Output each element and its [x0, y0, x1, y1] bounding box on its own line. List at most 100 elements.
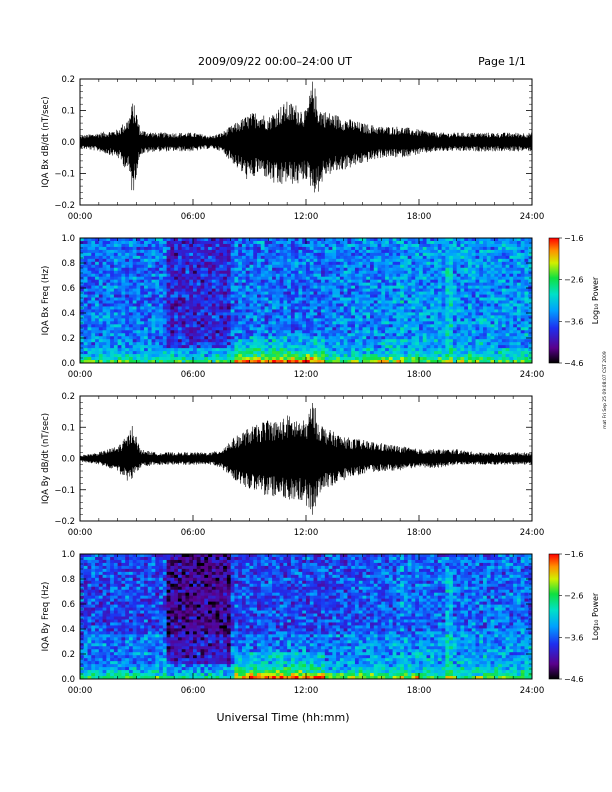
spectrogram-cell	[185, 309, 190, 313]
spectrogram-cell	[204, 297, 209, 301]
spectrogram-cell	[230, 330, 235, 334]
spectrogram-cell	[230, 342, 235, 346]
spectrogram-cell	[351, 339, 356, 343]
spectrogram-cell	[136, 291, 141, 295]
spectrogram-cell	[260, 258, 265, 263]
spectrogram-cell	[80, 360, 85, 364]
spectrogram-cell	[317, 264, 322, 269]
spectrogram-cell	[467, 282, 473, 287]
spectrogram-cell	[339, 294, 345, 298]
spectrogram-cell	[136, 276, 141, 281]
spectrogram-cell	[456, 243, 461, 248]
spectrogram-cell	[102, 327, 107, 331]
spectrogram-cell	[362, 246, 367, 251]
spectrogram-cell	[208, 351, 213, 355]
spectrogram-cell	[513, 351, 518, 355]
spectrogram-cell	[309, 315, 314, 319]
spectrogram-cell	[464, 282, 469, 287]
spectrogram-cell	[411, 249, 416, 254]
spectrogram-cell	[268, 306, 273, 310]
spectrogram-cell	[208, 336, 213, 340]
spectrogram-cell	[430, 238, 435, 242]
spectrogram-cell	[238, 249, 243, 254]
spectrogram-cell	[358, 243, 363, 248]
spectrogram-cell	[260, 315, 265, 319]
spectrogram-cell	[91, 360, 96, 364]
spectrogram-cell	[257, 327, 262, 331]
spectrogram-cell	[309, 288, 314, 292]
spectrogram-cell	[347, 303, 352, 307]
spectrogram-cell	[430, 309, 435, 313]
spectrogram-cell	[430, 297, 435, 301]
spectrogram-cell	[208, 321, 213, 325]
spectrogram-cell	[245, 273, 250, 278]
spectrogram-cell	[392, 252, 397, 257]
spectrogram-cell	[189, 294, 194, 298]
spectrogram-cell	[445, 252, 450, 257]
spectrogram-cell	[106, 357, 111, 361]
spectrogram-cell	[362, 345, 367, 349]
spectrogram-cell	[91, 288, 96, 292]
spectrogram-cell	[385, 360, 390, 364]
spectrogram-cell	[166, 270, 171, 275]
spectrogram-cell	[170, 348, 175, 352]
spectrogram-cell	[452, 357, 458, 361]
spectrogram-cell	[434, 270, 439, 275]
spectrogram-cell	[140, 354, 145, 358]
spectrogram-cell	[174, 261, 179, 266]
spectrogram-cell	[91, 318, 96, 322]
spectrogram-cell	[509, 327, 514, 331]
spectrogram-cell	[411, 345, 416, 349]
spectrogram-cell	[140, 276, 145, 281]
spectrogram-cell	[373, 273, 378, 278]
spectrogram-cell	[264, 238, 269, 242]
spectrogram-cell	[211, 285, 216, 289]
spectrogram-cell	[505, 354, 510, 358]
spectrogram-cell	[403, 255, 409, 260]
spectrogram-cell	[80, 249, 85, 254]
spectrogram-cell	[193, 312, 198, 316]
spectrogram-cell	[445, 246, 450, 251]
spectrogram-cell	[257, 318, 262, 322]
spectrogram-cell	[177, 276, 183, 281]
spectrogram-cell	[155, 243, 160, 248]
spectrogram-cell	[268, 276, 273, 281]
spectrogram-cell	[483, 330, 488, 334]
spectrogram-cell	[415, 318, 420, 322]
spectrogram-cell	[219, 336, 224, 340]
spectrogram-cell	[151, 303, 156, 307]
spectrogram-cell	[411, 321, 416, 325]
spectrogram-cell	[226, 261, 232, 266]
spectrogram-cell	[362, 285, 367, 289]
spectrogram-cell	[467, 288, 473, 292]
spectrogram-cell	[513, 246, 518, 251]
spectrogram-cell	[298, 360, 303, 364]
spectrogram-cell	[415, 279, 420, 284]
spectrogram-cell	[189, 318, 194, 322]
spectrogram-cell	[219, 273, 224, 278]
spectrogram-cell	[302, 252, 307, 257]
spectrogram-cell	[437, 318, 442, 322]
spectrogram-cell	[422, 273, 427, 278]
spectrogram-cell	[509, 276, 514, 281]
spectrogram-cell	[128, 321, 134, 325]
spectrogram-cell	[385, 270, 390, 275]
spectrogram-cell	[373, 324, 378, 328]
spectrogram-cell	[241, 306, 247, 310]
spectrogram-cell	[151, 324, 156, 328]
spectrogram-cell	[117, 264, 122, 269]
spectrogram-cell	[294, 238, 299, 242]
spectrogram-cell	[370, 318, 375, 322]
spectrogram-cell	[426, 306, 431, 310]
spectrogram-cell	[174, 300, 179, 304]
spectrogram-cell	[313, 303, 318, 307]
spectrogram-cell	[467, 273, 473, 278]
spectrogram-cell	[117, 288, 122, 292]
spectrogram-cell	[264, 285, 269, 289]
spectrogram-cell	[200, 321, 205, 325]
spectrogram-cell	[494, 240, 499, 245]
spectrogram-cell	[166, 309, 171, 313]
spectrogram-cell	[287, 243, 292, 248]
spectrogram-cell	[226, 357, 232, 361]
spectrogram-cell	[226, 238, 232, 242]
